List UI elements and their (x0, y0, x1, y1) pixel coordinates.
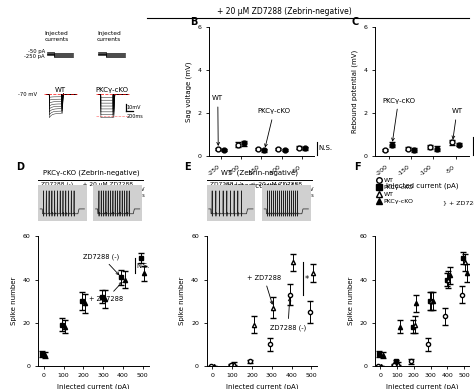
Text: ZD7288 (-): ZD7288 (-) (270, 298, 306, 331)
Text: *: * (305, 275, 309, 284)
Text: N.S.: N.S. (318, 145, 332, 151)
Text: WT: WT (212, 95, 223, 145)
X-axis label: Injected current (pA): Injected current (pA) (386, 182, 458, 189)
Text: 10mV
200ms: 10mV 200ms (128, 187, 146, 198)
Text: C: C (352, 17, 359, 27)
Text: B: B (191, 17, 198, 27)
Text: + ZD7288: + ZD7288 (89, 282, 123, 302)
Text: -250 pA: -250 pA (25, 54, 45, 59)
Text: PKCγ-cKO: PKCγ-cKO (382, 98, 415, 141)
Y-axis label: Spike number: Spike number (11, 277, 17, 325)
X-axis label: Injected current (pA): Injected current (pA) (226, 384, 298, 389)
Text: ZD7288 (-): ZD7288 (-) (83, 253, 119, 275)
Text: } + ZD7288: } + ZD7288 (443, 200, 474, 205)
X-axis label: Injected current (pA): Injected current (pA) (57, 384, 129, 389)
Y-axis label: Spike number: Spike number (180, 277, 185, 325)
Text: 10mV
200ms: 10mV 200ms (297, 187, 314, 198)
Y-axis label: Spike number: Spike number (348, 277, 354, 325)
Text: + ZD7288: + ZD7288 (247, 275, 281, 304)
Text: Injected
currents: Injected currents (97, 31, 121, 42)
Text: -70 mV: -70 mV (18, 92, 37, 97)
Y-axis label: Rebound potential (mV): Rebound potential (mV) (352, 50, 358, 133)
Text: PKCγ-cKO (Zebrin-negative): PKCγ-cKO (Zebrin-negative) (43, 169, 139, 176)
Text: WT: WT (55, 87, 65, 93)
Text: WT: WT (451, 109, 463, 139)
Text: + 20 μM ZD7288 (Zebrin-negative): + 20 μM ZD7288 (Zebrin-negative) (217, 7, 352, 16)
Text: ZD7288 (-)     + 20 μM ZD7288: ZD7288 (-) + 20 μM ZD7288 (41, 182, 133, 187)
Text: E: E (184, 162, 191, 172)
X-axis label: Injected current (pA): Injected current (pA) (225, 182, 298, 189)
Y-axis label: Sag voltage (mV): Sag voltage (mV) (185, 61, 192, 122)
Text: ZD7288 (-)     + 20 μM ZD7288: ZD7288 (-) + 20 μM ZD7288 (210, 182, 302, 187)
Text: -50 pA: -50 pA (28, 49, 45, 54)
Text: D: D (16, 162, 24, 172)
Text: 200ms: 200ms (126, 114, 143, 119)
Text: F: F (355, 162, 361, 172)
X-axis label: Injected current (pA): Injected current (pA) (386, 384, 458, 389)
Text: N.S.: N.S. (136, 263, 149, 268)
Text: 10mV: 10mV (126, 105, 141, 110)
Text: PKCγ-cKO: PKCγ-cKO (95, 87, 128, 93)
Text: Injected
currents: Injected currents (45, 31, 69, 42)
Legend: WT, PKCγ-cKO, WT, PKCγ-cKO: WT, PKCγ-cKO, WT, PKCγ-cKO (374, 175, 416, 206)
Text: PKCγ-cKO: PKCγ-cKO (257, 109, 291, 147)
Text: WT  (Zebrin-negative): WT (Zebrin-negative) (221, 169, 298, 176)
